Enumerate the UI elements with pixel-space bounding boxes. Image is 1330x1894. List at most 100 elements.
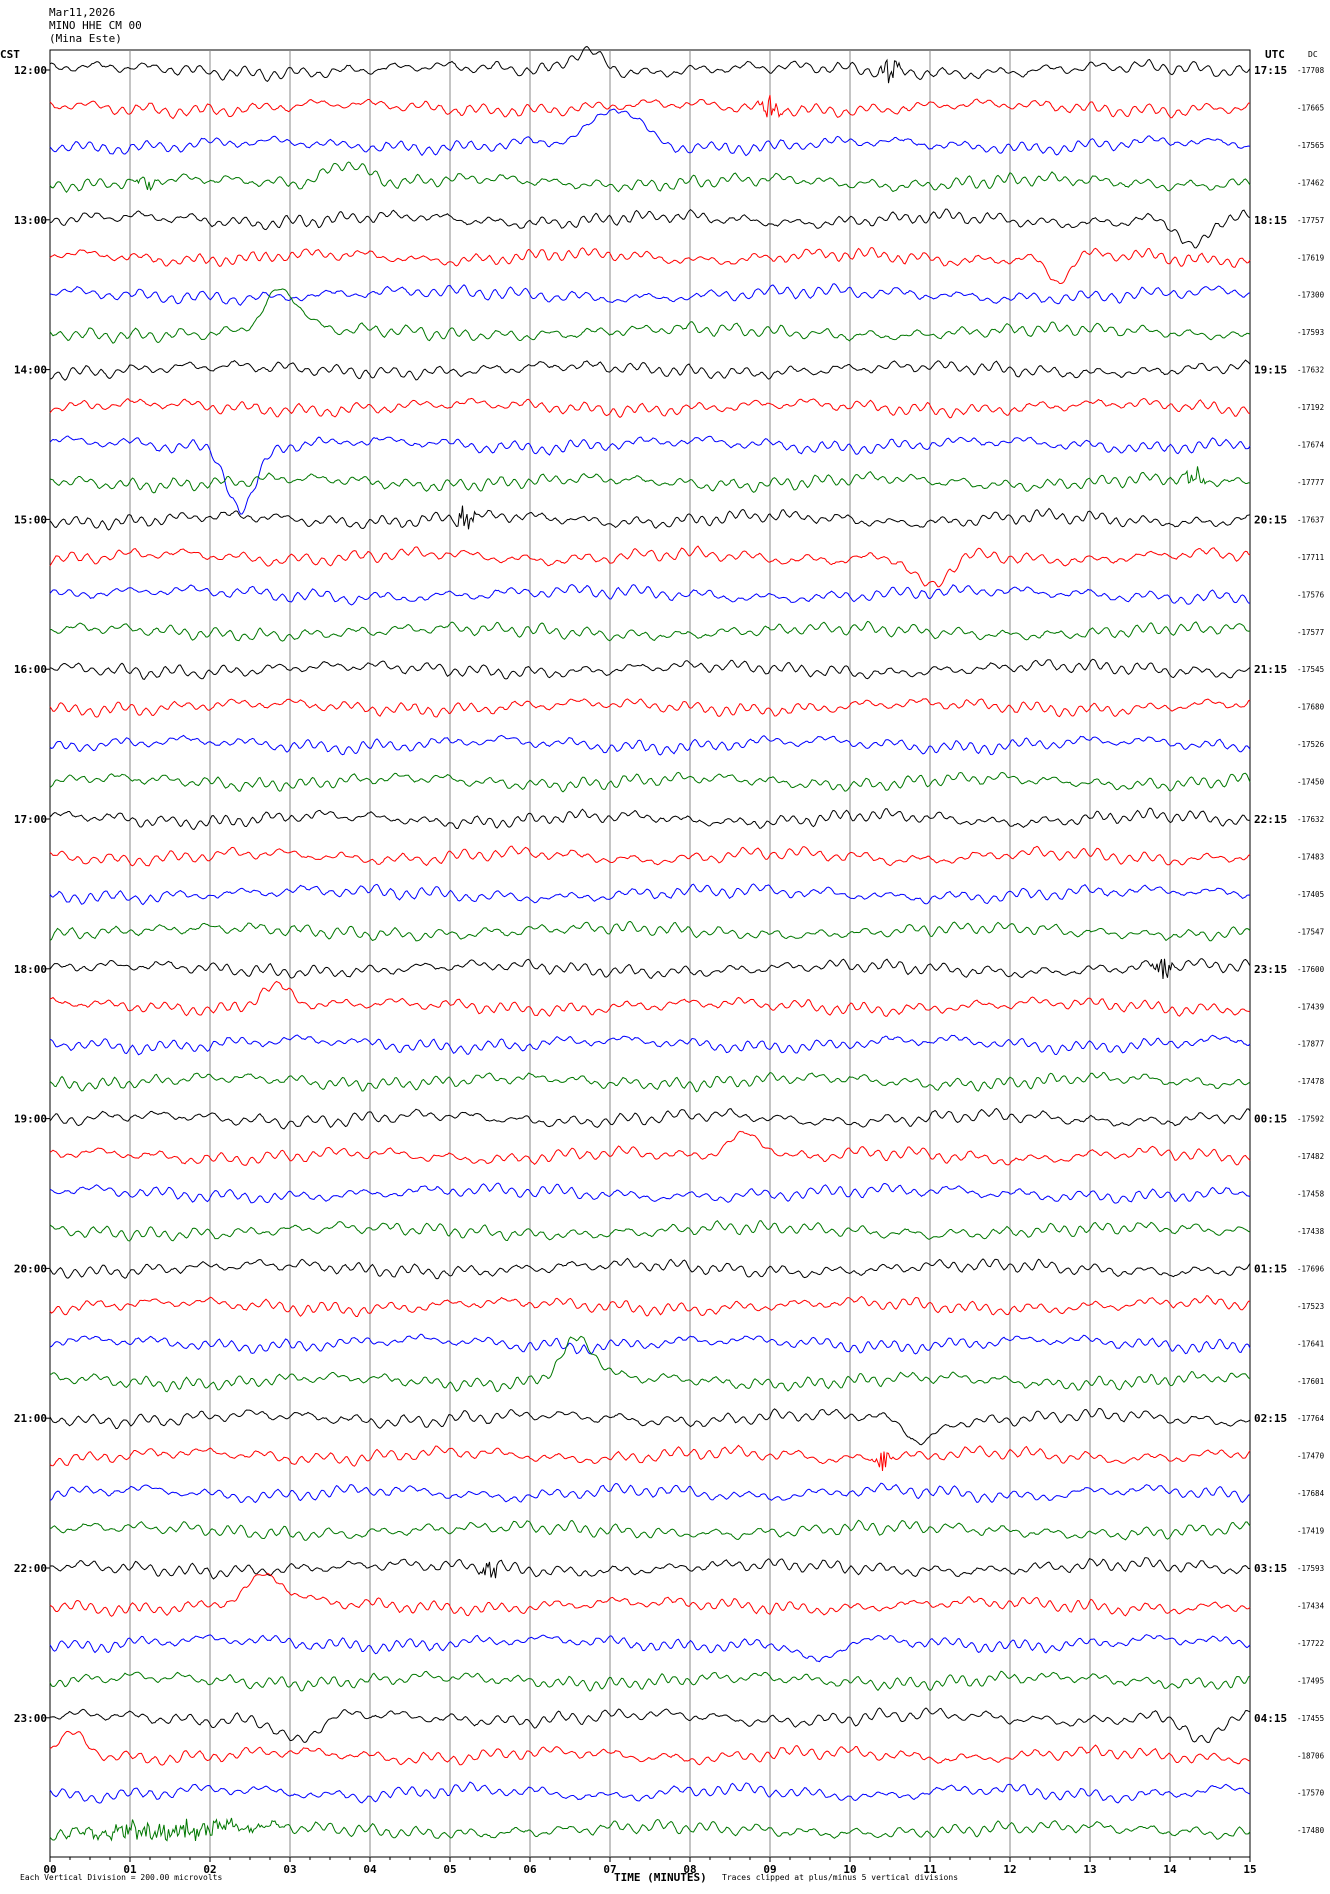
trace-row-34 [49, 1333, 1251, 1355]
trace-row-1 [49, 94, 1250, 120]
dc-offset-label: -17565 [1297, 141, 1324, 150]
left-hour-label: 23:00 [14, 1712, 47, 1725]
trace-row-37 [49, 1444, 1251, 1471]
dc-offset-label: -17439 [1297, 1002, 1324, 1011]
trace-row-39 [49, 1519, 1251, 1541]
x-tick-label: 05 [443, 1863, 456, 1876]
trace-row-20 [49, 807, 1251, 831]
dc-offset-label: -17192 [1297, 403, 1324, 412]
dc-offset-label: -17478 [1297, 1077, 1325, 1086]
dc-offset-label: -17450 [1297, 778, 1325, 787]
trace-row-31 [49, 1220, 1251, 1242]
x-tick-label: 10 [843, 1863, 856, 1876]
dc-offset-label: -17619 [1297, 253, 1324, 262]
date-label: Mar11,2026 [49, 6, 116, 19]
trace-row-43 [49, 1670, 1251, 1692]
dc-offset-label: -17600 [1297, 965, 1325, 974]
left-hour-label: 12:00 [14, 64, 47, 77]
dc-offset-label: -17593 [1297, 328, 1324, 337]
trace-row-6 [49, 283, 1251, 306]
dc-offset-label: -17632 [1297, 366, 1324, 375]
dc-offset-label: -17601 [1297, 1377, 1324, 1386]
trace-row-29 [49, 1130, 1251, 1166]
trace-row-13 [49, 545, 1251, 588]
dc-offset-label: -17757 [1297, 216, 1324, 225]
trace-row-36 [49, 1407, 1251, 1446]
x-tick-label: 09 [763, 1863, 776, 1876]
trace-row-9 [49, 397, 1251, 419]
trace-row-23 [49, 920, 1251, 942]
right-hour-label: 21:15 [1254, 663, 1287, 676]
label-group: 00 01 02 03 04 05 06 07 08 09 10 11 12 13 14 15 -17708 12… [14, 64, 1325, 1876]
dc-offset-label: -17470 [1297, 1452, 1325, 1461]
dc-offset-label: -17593 [1297, 1564, 1324, 1573]
dc-offset-label: -18706 [1297, 1751, 1325, 1760]
right-hour-label: 02:15 [1254, 1412, 1287, 1425]
trace-row-3 [49, 161, 1251, 193]
trace-row-22 [49, 883, 1251, 906]
trace-row-26 [49, 1034, 1251, 1056]
trace-row-4 [49, 208, 1251, 249]
dc-label: DC [1308, 50, 1318, 59]
dc-offset-label: -17722 [1297, 1639, 1324, 1648]
dc-offset-label: -17300 [1297, 291, 1325, 300]
trace-row-10 [49, 435, 1251, 515]
trace-row-35 [49, 1335, 1251, 1393]
trace-row-44 [49, 1707, 1251, 1744]
dc-offset-label: -17577 [1297, 628, 1324, 637]
dc-offset-label: -17684 [1297, 1489, 1325, 1498]
trace-row-25 [49, 980, 1251, 1017]
left-hour-label: 13:00 [14, 214, 47, 227]
dc-offset-label: -17696 [1297, 1264, 1325, 1273]
trace-row-45 [49, 1730, 1251, 1766]
trace-row-47 [49, 1817, 1251, 1842]
x-tick-label: 12 [1003, 1863, 1016, 1876]
trace-row-42 [49, 1634, 1251, 1663]
trace-row-17 [49, 698, 1251, 718]
dc-offset-label: -17455 [1297, 1714, 1324, 1723]
trace-row-14 [49, 583, 1251, 606]
left-hour-label: 15:00 [14, 513, 47, 526]
trace-row-33 [49, 1295, 1250, 1317]
right-hour-label: 22:15 [1254, 813, 1287, 826]
dc-offset-label: -17482 [1297, 1152, 1324, 1161]
x-tick-label: 08 [683, 1863, 696, 1876]
x-tick-label: 03 [283, 1863, 296, 1876]
dc-offset-label: -17711 [1297, 553, 1324, 562]
dc-offset-label: -17592 [1297, 1115, 1324, 1124]
trace-row-15 [49, 620, 1251, 642]
dc-offset-label: -17665 [1297, 103, 1324, 112]
trace-row-46 [49, 1781, 1251, 1804]
x-tick-label: 01 [123, 1863, 137, 1876]
right-hour-label: 00:15 [1254, 1113, 1287, 1126]
left-hour-label: 14:00 [14, 364, 47, 377]
dc-offset-label: -17462 [1297, 178, 1324, 187]
left-hour-label: 20:00 [14, 1262, 47, 1275]
trace-row-7 [49, 288, 1251, 344]
dc-offset-label: -17438 [1297, 1227, 1325, 1236]
trace-group [49, 45, 1251, 1842]
plot-border [49, 49, 1251, 1858]
dc-offset-label: -17576 [1297, 590, 1325, 599]
trace-row-21 [49, 845, 1251, 867]
right-hour-label: 03:15 [1254, 1562, 1287, 1575]
trace-row-27 [49, 1071, 1251, 1093]
right-hour-label: 23:15 [1254, 963, 1287, 976]
right-hour-label: 17:15 [1254, 64, 1287, 77]
x-tick-label: 04 [363, 1863, 377, 1876]
right-hour-label: 19:15 [1254, 364, 1287, 377]
dc-offset-label: -17632 [1297, 815, 1324, 824]
x-tick-label: 00 [43, 1863, 56, 1876]
x-tick-label: 11 [923, 1863, 937, 1876]
dc-offset-label: -17523 [1297, 1302, 1324, 1311]
dc-offset-label: -17570 [1297, 1789, 1325, 1798]
dc-offset-label: -17495 [1297, 1676, 1324, 1685]
right-hour-label: 20:15 [1254, 513, 1287, 526]
dc-offset-label: -17708 [1297, 66, 1325, 75]
trace-row-11 [49, 466, 1251, 494]
dc-offset-label: -17405 [1297, 890, 1324, 899]
x-tick-label: 13 [1083, 1863, 1096, 1876]
x-tick-label: 15 [1243, 1863, 1256, 1876]
x-tick-label: 06 [523, 1863, 537, 1876]
clip-note: Traces clipped at plus/minus 5 vertical … [722, 1873, 959, 1882]
